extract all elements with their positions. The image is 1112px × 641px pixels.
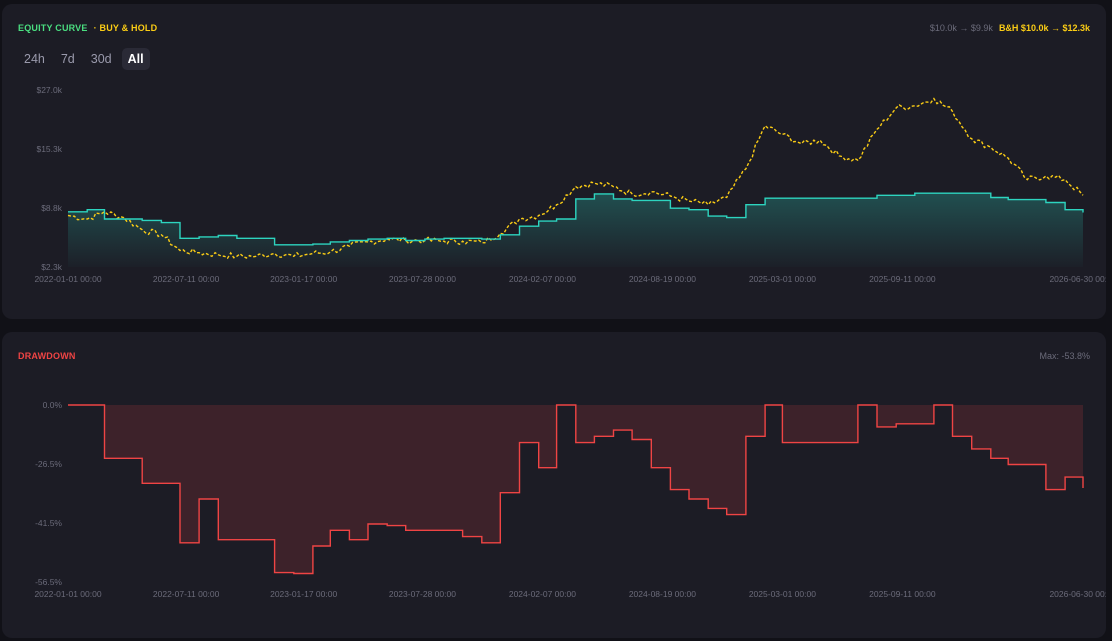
y-tick-label: 0.0% xyxy=(43,400,63,410)
x-tick-label: 2025-09-11 00:00 xyxy=(869,274,936,284)
equity-panel: EQUITY CURVE · BUY & HOLD $10.0k → $9.9k B… xyxy=(2,4,1106,319)
tab-7d[interactable]: 7d xyxy=(60,52,75,66)
x-tick-label: 2023-01-17 00:00 xyxy=(270,589,337,599)
x-tick-label: 2022-07-11 00:00 xyxy=(153,589,220,599)
y-tick-label: -56.5% xyxy=(35,577,62,587)
y-tick-label: $2.3k xyxy=(41,262,63,272)
max-drawdown-label: Max: -53.8% xyxy=(1039,351,1090,361)
timeframe-tabs: 24h 7d 30d All xyxy=(18,48,150,70)
buy-hold-title: · BUY & HOLD xyxy=(93,23,158,33)
equity-title-row: EQUITY CURVE · BUY & HOLD xyxy=(18,23,157,33)
x-tick-label: 2023-07-28 00:00 xyxy=(389,274,456,284)
x-tick-label: 2022-01-01 00:00 xyxy=(34,274,101,284)
x-tick-label: 2025-09-11 00:00 xyxy=(869,589,936,599)
x-tick-label: 2024-08-19 00:00 xyxy=(629,589,696,599)
x-tick-label: 2026-06-30 00:00 xyxy=(1049,274,1106,284)
y-tick-label: $27.0k xyxy=(36,85,62,95)
drawdown-chart: 0.0% -26.5% -41.5% -56.5% 2022-01-01 00:00 20… xyxy=(34,400,1106,599)
x-tick-label: 2024-02-07 00:00 xyxy=(509,589,576,599)
drawdown-line xyxy=(68,404,1084,575)
buy-hold-line xyxy=(67,97,1084,260)
tab-all[interactable]: All xyxy=(121,48,150,70)
x-tick-label: 2025-03-01 00:00 xyxy=(749,589,816,599)
performance-summary: $10.0k → $9.9k B&H $10.0k → $12.3k xyxy=(930,23,1090,33)
tab-24h[interactable]: 24h xyxy=(24,52,45,66)
drawdown-panel: DRAWDOWN Max: -53.8% 0.0% -26.5% -41.5% -56… xyxy=(2,332,1106,638)
x-tick-label: 2025-03-01 00:00 xyxy=(749,274,816,284)
strategy-summary: $10.0k → $9.9k xyxy=(929,23,993,33)
y-tick-label: -26.5% xyxy=(35,459,62,469)
y-tick-label: -41.5% xyxy=(35,518,62,528)
x-tick-label: 2024-08-19 00:00 xyxy=(629,274,696,284)
y-tick-label: $8.8k xyxy=(41,203,63,213)
x-tick-label: 2023-07-28 00:00 xyxy=(389,589,456,599)
equity-chart: $27.0k $15.3k $8.8k $2.3k 2022-01-01 00:00 20… xyxy=(34,85,1106,284)
equity-area-fill xyxy=(68,193,1083,267)
equity-curve-title: EQUITY CURVE xyxy=(18,23,88,33)
x-tick-label: 2022-07-11 00:00 xyxy=(153,274,220,284)
x-tick-label: 2022-01-01 00:00 xyxy=(34,589,101,599)
drawdown-title: DRAWDOWN xyxy=(18,351,76,361)
tab-30d[interactable]: 30d xyxy=(90,52,112,66)
x-tick-label: 2023-01-17 00:00 xyxy=(270,274,337,284)
x-tick-label: 2026-06-30 00:00 xyxy=(1049,589,1106,599)
y-tick-label: $15.3k xyxy=(36,144,62,154)
benchmark-summary: B&H $10.0k → $12.3k xyxy=(998,23,1090,33)
x-tick-label: 2024-02-07 00:00 xyxy=(509,274,576,284)
drawdown-area-fill xyxy=(68,405,1083,574)
equity-curve-line xyxy=(68,192,1084,246)
